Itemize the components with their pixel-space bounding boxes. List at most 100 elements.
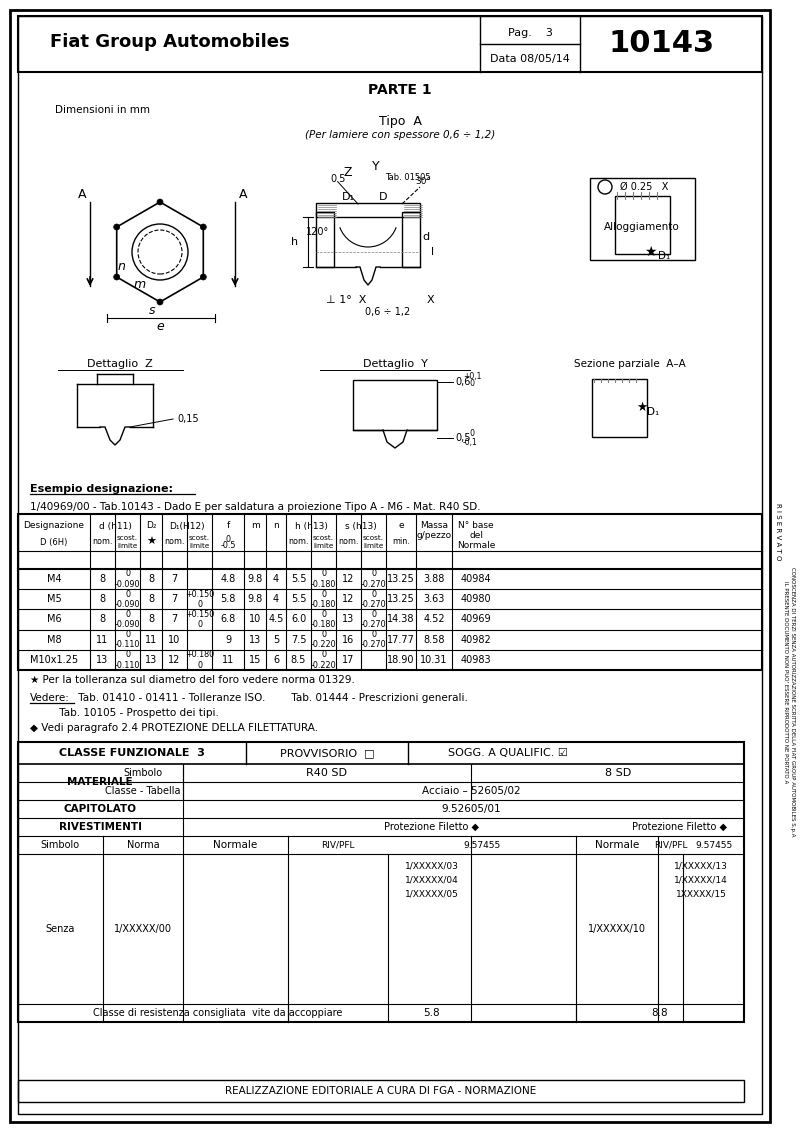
Text: 8: 8 [148,574,154,584]
Text: Pag.    3: Pag. 3 [507,28,553,38]
Text: n: n [118,260,126,274]
Text: 11: 11 [145,635,157,645]
Text: ⊥ 1°  X: ⊥ 1° X [326,295,366,305]
Text: 6.8: 6.8 [220,615,236,625]
Text: 1/XXXXX/03: 1/XXXXX/03 [405,861,459,871]
Text: 8: 8 [148,594,154,604]
Text: Protezione Filetto ◆: Protezione Filetto ◆ [385,822,479,832]
Text: 7.5: 7.5 [290,635,306,645]
Text: Protezione Filetto ◆: Protezione Filetto ◆ [633,822,727,832]
Text: PARTE 1: PARTE 1 [368,83,432,97]
Bar [18,741,744,1022]
Text: IL PRESENTE DOCUMENTO NON PUO' ESSERE RIPRODOTTO NE PORTATO A: IL PRESENTE DOCUMENTO NON PUO' ESSERE RI… [783,581,789,783]
Text: 10: 10 [168,635,181,645]
Text: D₁(H12): D₁(H12) [169,522,205,531]
Text: Fiat Group Automobiles: Fiat Group Automobiles [50,33,290,51]
Text: 5.8: 5.8 [220,594,236,604]
Bar [402,212,420,267]
Text: 5.5: 5.5 [290,594,306,604]
Text: Z: Z [344,165,352,179]
Text: 0
-0.270: 0 -0.270 [361,631,386,650]
Text: d: d [422,232,430,242]
Text: 4.8: 4.8 [220,574,236,584]
Text: 16: 16 [342,635,354,645]
Text: D: D [378,192,387,201]
Bar [18,514,762,670]
Text: 8: 8 [99,594,106,604]
Text: 1/XXXXX/13: 1/XXXXX/13 [674,861,728,871]
Text: 17: 17 [342,655,354,664]
Text: 13: 13 [96,655,109,664]
Circle shape [157,299,163,305]
Text: ★: ★ [636,401,648,413]
Text: Data 08/05/14: Data 08/05/14 [490,54,570,65]
Text: 0
-0.090: 0 -0.090 [114,610,140,629]
Text: 0
-0.270: 0 -0.270 [361,610,386,629]
Text: Alloggiamento: Alloggiamento [604,222,680,232]
Text: 8 SD: 8 SD [605,767,631,778]
Text: 12: 12 [342,594,354,604]
Text: 18.90: 18.90 [387,655,414,664]
Text: M6: M6 [46,615,62,625]
Text: 0.5: 0.5 [330,174,346,185]
Text: +0.180
0: +0.180 0 [185,650,214,670]
Circle shape [157,199,163,205]
Text: 13.25: 13.25 [387,594,415,604]
Text: Y: Y [372,161,380,173]
Text: 8.8: 8.8 [652,1007,668,1018]
Text: 6.0: 6.0 [291,615,306,625]
Text: 0,15: 0,15 [177,414,198,424]
Text: ★: ★ [644,245,656,259]
Text: Massa: Massa [420,522,448,531]
Circle shape [200,274,206,280]
Text: 0: 0 [463,379,475,388]
Text: m: m [250,522,259,531]
Text: 1/XXXXX/14: 1/XXXXX/14 [674,875,728,884]
Text: 8.58: 8.58 [423,635,445,645]
Text: 12: 12 [342,574,354,584]
Text: e: e [398,522,404,531]
Text: 120°: 120° [306,228,330,237]
Text: D₁: D₁ [342,192,354,201]
Text: 5.5: 5.5 [290,574,306,584]
Bar [590,178,695,260]
Text: Norma: Norma [126,840,159,850]
Text: +0.150
0: +0.150 0 [185,610,214,629]
Text: 0
-0.270: 0 -0.270 [361,590,386,609]
Text: 30°: 30° [415,178,431,187]
Text: m: m [134,278,146,292]
Text: 40982: 40982 [461,635,491,645]
Text: Senza: Senza [46,924,74,934]
Text: 0
-0.270: 0 -0.270 [361,569,386,589]
Text: 12: 12 [168,655,181,664]
Text: 4: 4 [273,594,279,604]
Text: 0
-0.180: 0 -0.180 [311,610,336,629]
Text: 0
-0.180: 0 -0.180 [311,590,336,609]
Text: Tipo  A: Tipo A [378,115,422,129]
Text: min.: min. [392,538,410,547]
Text: 9.8: 9.8 [247,594,262,604]
Text: 7: 7 [171,594,178,604]
Text: RIV/PFL: RIV/PFL [322,840,354,849]
Text: n: n [273,522,279,531]
Text: 3.88: 3.88 [423,574,445,584]
Text: 1/XXXXX/05: 1/XXXXX/05 [405,890,459,899]
Text: 1XXXXX/15: 1XXXXX/15 [675,890,726,899]
Text: 1/XXXXX/00: 1/XXXXX/00 [114,924,172,934]
Text: Normale: Normale [595,840,639,850]
Bar [615,196,670,254]
Text: 10143: 10143 [609,29,715,59]
Text: ◆ Vedi paragrafo 2.4 PROTEZIONE DELLA FILETTATURA.: ◆ Vedi paragrafo 2.4 PROTEZIONE DELLA FI… [30,723,318,734]
Text: 3.63: 3.63 [423,594,445,604]
Text: Acciaio – 52605/02: Acciaio – 52605/02 [422,786,520,796]
Text: 0,5: 0,5 [455,434,470,443]
Text: M4: M4 [46,574,62,584]
Text: M5: M5 [46,594,62,604]
Text: Normale: Normale [214,840,258,850]
Text: N° base: N° base [458,522,494,531]
Text: s: s [149,303,155,317]
Text: 6: 6 [273,655,279,664]
Text: D₁: D₁ [658,251,670,261]
Text: PROVVISORIO  □: PROVVISORIO □ [280,748,374,758]
Text: M8: M8 [46,635,62,645]
